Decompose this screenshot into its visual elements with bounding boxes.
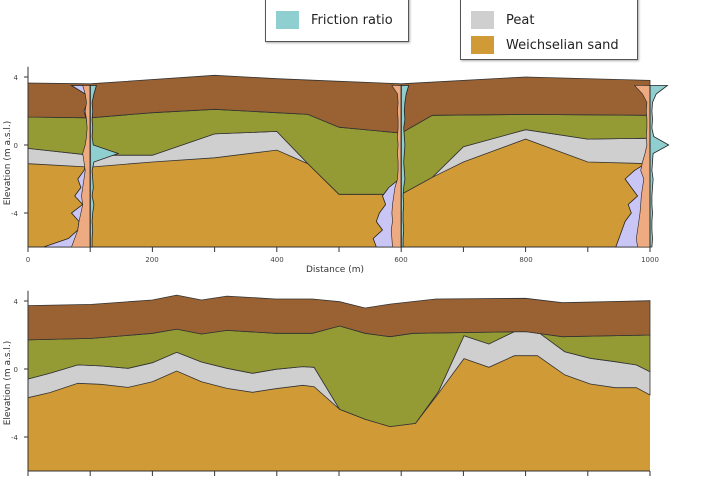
sleeve-friction-profile (390, 85, 402, 248)
bottom-top-layer (27, 294, 651, 341)
friction-ratio-profile (89, 85, 120, 248)
friction-ratio-profile (649, 85, 670, 248)
legend-item-friction-ratio: Friction ratio (276, 11, 393, 29)
legend-item-weichselian-sand: Weichselian sand (471, 36, 619, 54)
legend-cpt: Friction ratio (265, 0, 409, 42)
friction-ratio-swatch (276, 11, 299, 29)
sleeve-friction-profile (633, 85, 651, 248)
legend-label: Friction ratio (311, 12, 393, 28)
sleeve-friction-profile (71, 85, 91, 248)
top-sand-layer (28, 139, 650, 247)
legend-label: Weichselian sand (506, 37, 619, 53)
legend-layers: Peat Weichselian sand (460, 0, 638, 60)
bottom-sand-layer (28, 355, 650, 471)
sand-swatch (471, 36, 494, 54)
friction-ratio-profile (400, 85, 410, 248)
peat-swatch (471, 11, 494, 29)
legend-label: Peat (506, 12, 535, 28)
legend-item-peat: Peat (471, 11, 534, 29)
top-top-layer (27, 74, 651, 134)
